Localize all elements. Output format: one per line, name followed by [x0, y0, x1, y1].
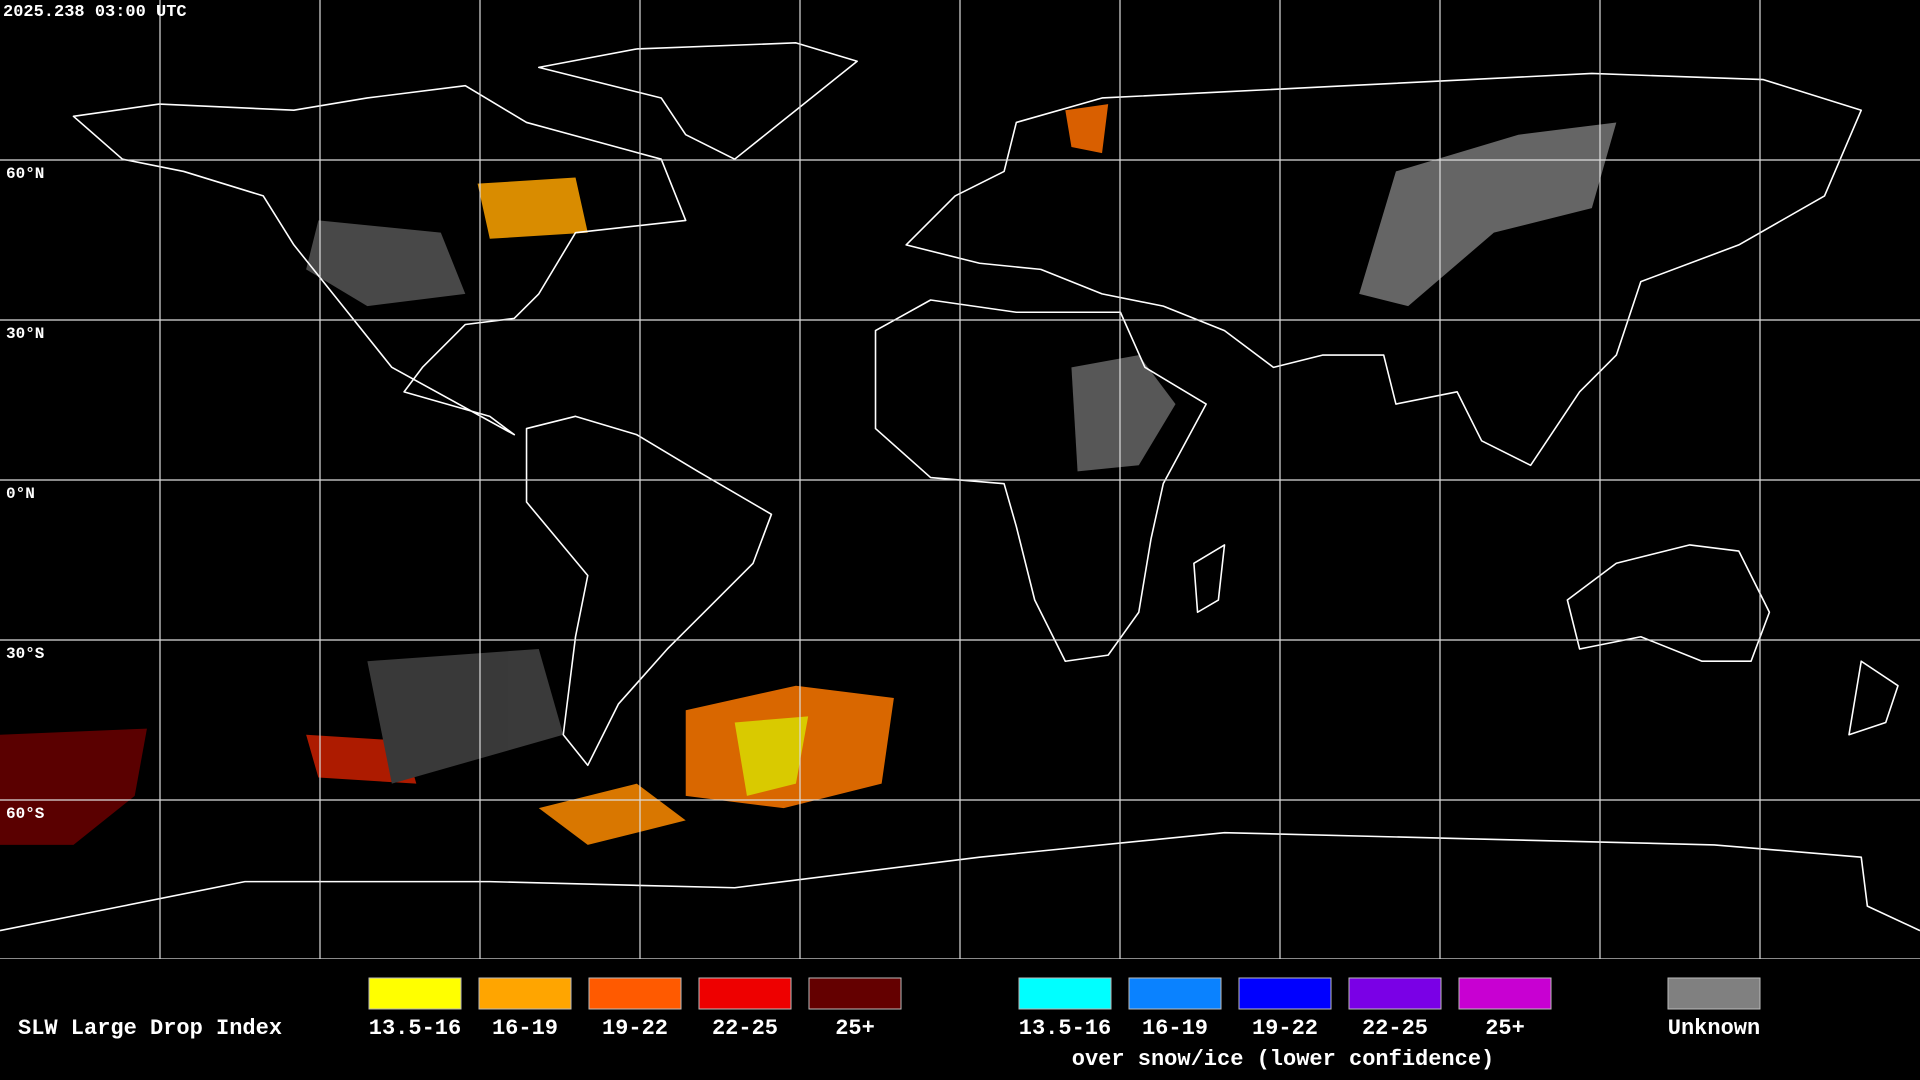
legend-swatch: [1018, 977, 1112, 1010]
legend-panel: [0, 959, 1920, 1080]
legend-swatch: [478, 977, 572, 1010]
legend-title: SLW Large Drop Index: [18, 1016, 282, 1041]
legend-label: 22-25: [712, 1016, 778, 1041]
legend-swatch: [808, 977, 902, 1010]
timestamp: 2025.238 03:00 UTC: [3, 3, 187, 22]
legend-label: 19-22: [602, 1016, 668, 1041]
legend-label: 16-19: [1142, 1016, 1208, 1041]
legend-swatch: [1667, 977, 1761, 1010]
legend-swatch: [1348, 977, 1442, 1010]
latitude-label: 30°S: [6, 645, 45, 663]
legend-label: 13.5-16: [369, 1016, 461, 1041]
latitude-label: 30°N: [6, 325, 44, 343]
latitude-label: 0°N: [6, 485, 35, 503]
latitude-label: 60°S: [6, 805, 45, 823]
legend-label: 16-19: [492, 1016, 558, 1041]
legend-swatch: [698, 977, 792, 1010]
legend-label: 22-25: [1362, 1016, 1428, 1041]
legend-swatch: [1458, 977, 1552, 1010]
legend-label: 25+: [835, 1016, 875, 1041]
coastlines: [0, 42, 1920, 932]
data-patches: [0, 104, 1617, 845]
legend-swatch: [588, 977, 682, 1010]
legend-label: 25+: [1485, 1016, 1525, 1041]
legend-label: 13.5-16: [1019, 1016, 1111, 1041]
legend-label: Unknown: [1668, 1016, 1760, 1041]
legend-swatch: [368, 977, 462, 1010]
latitude-label: 60°N: [6, 165, 44, 183]
map-layer: [0, 42, 1920, 932]
legend-swatch: [1128, 977, 1222, 1010]
legend-label: 19-22: [1252, 1016, 1318, 1041]
snow-ice-caption: over snow/ice (lower confidence): [1072, 1047, 1494, 1072]
legend-swatch: [1238, 977, 1332, 1010]
